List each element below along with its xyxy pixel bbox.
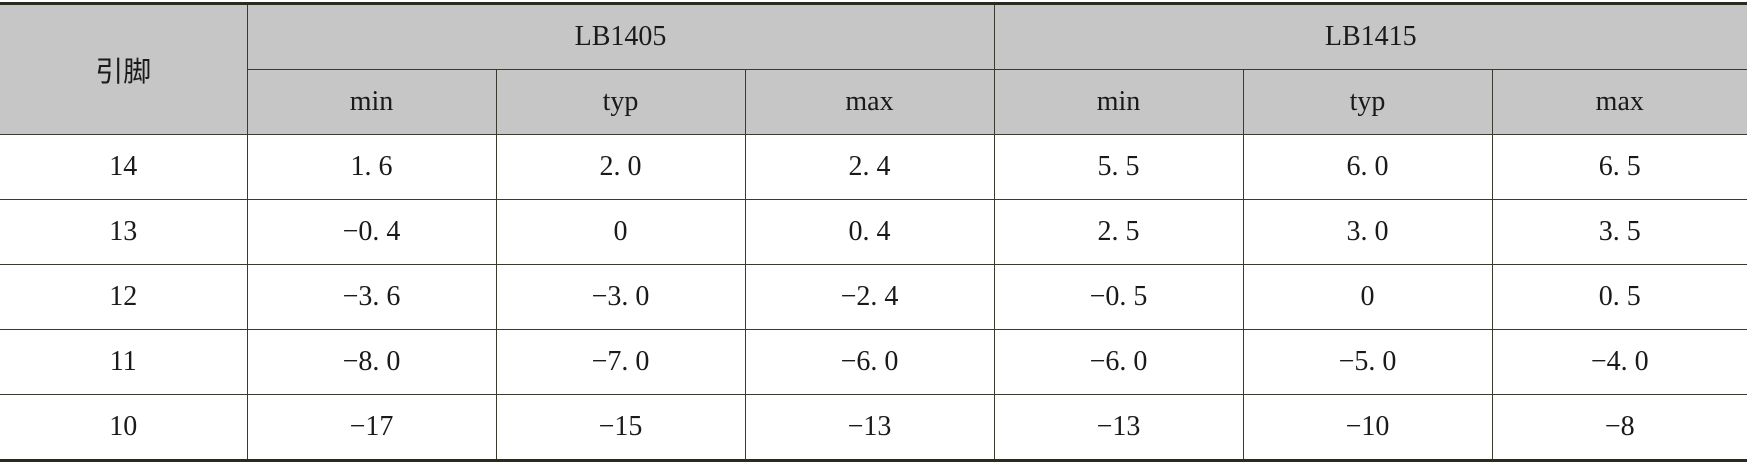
header-row: 引脚 LB1405 LB1415 <box>0 3 1747 135</box>
value-cell: 2. 0 <box>495 134 746 200</box>
value-cell: 2. 4 <box>744 134 995 200</box>
sub-header: max <box>1491 69 1747 135</box>
value-cell: 6. 0 <box>1242 134 1493 200</box>
table-row: 13 −0. 4 0 0. 4 2. 5 3. 0 3. 5 <box>0 199 1747 265</box>
sub-header: min <box>993 69 1244 135</box>
value-cell: −3. 6 <box>246 264 497 330</box>
value-cell: −8 <box>1491 394 1747 461</box>
sub-header: typ <box>1242 69 1493 135</box>
value-cell: −10 <box>1242 394 1493 461</box>
value-cell: 2. 5 <box>993 199 1244 265</box>
group-header: LB1415 <box>993 3 1747 70</box>
value-cell: 0 <box>1242 264 1493 330</box>
pin-cell: 11 <box>0 329 248 395</box>
value-cell: 6. 5 <box>1491 134 1747 200</box>
table-row: 14 1. 6 2. 0 2. 4 5. 5 6. 0 6. 5 <box>0 134 1747 200</box>
value-cell: −0. 4 <box>246 199 497 265</box>
group-header: LB1405 <box>246 3 995 70</box>
value-cell: −7. 0 <box>495 329 746 395</box>
value-cell: −4. 0 <box>1491 329 1747 395</box>
sub-header: max <box>744 69 995 135</box>
value-cell: −8. 0 <box>246 329 497 395</box>
table-row: 12 −3. 6 −3. 0 −2. 4 −0. 5 0 0. 5 <box>0 264 1747 330</box>
value-cell: −3. 0 <box>495 264 746 330</box>
table-body: 14 1. 6 2. 0 2. 4 5. 5 6. 0 6. 5 13 −0. 4 0 0. 4 2.… <box>0 134 1747 461</box>
table-row: 10 −17 −15 −13 −13 −10 −8 <box>0 394 1747 461</box>
value-cell: −13 <box>993 394 1244 461</box>
table-header: 引脚 LB1405 LB1415 min typ max min typ max <box>0 3 1747 135</box>
sub-header: typ <box>495 69 746 135</box>
header-row: min typ max min typ max <box>0 69 1747 135</box>
value-cell: 0. 4 <box>744 199 995 265</box>
pin-cell: 13 <box>0 199 248 265</box>
value-cell: 3. 5 <box>1491 199 1747 265</box>
value-cell: −6. 0 <box>744 329 995 395</box>
value-cell: −6. 0 <box>993 329 1244 395</box>
value-cell: −0. 5 <box>993 264 1244 330</box>
value-cell: 1. 6 <box>246 134 497 200</box>
value-cell: −13 <box>744 394 995 461</box>
value-cell: −15 <box>495 394 746 461</box>
value-cell: 0. 5 <box>1491 264 1747 330</box>
corner-header: 引脚 <box>0 3 248 135</box>
value-cell: 3. 0 <box>1242 199 1493 265</box>
data-table: 引脚 LB1405 LB1415 min typ max min typ max 14 1. … <box>0 2 1747 462</box>
value-cell: 5. 5 <box>993 134 1244 200</box>
pin-cell: 14 <box>0 134 248 200</box>
value-cell: −2. 4 <box>744 264 995 330</box>
pin-cell: 10 <box>0 394 248 461</box>
pin-cell: 12 <box>0 264 248 330</box>
table-row: 11 −8. 0 −7. 0 −6. 0 −6. 0 −5. 0 −4. 0 <box>0 329 1747 395</box>
value-cell: −17 <box>246 394 497 461</box>
value-cell: 0 <box>495 199 746 265</box>
sub-header: min <box>247 69 497 135</box>
value-cell: −5. 0 <box>1242 329 1493 395</box>
